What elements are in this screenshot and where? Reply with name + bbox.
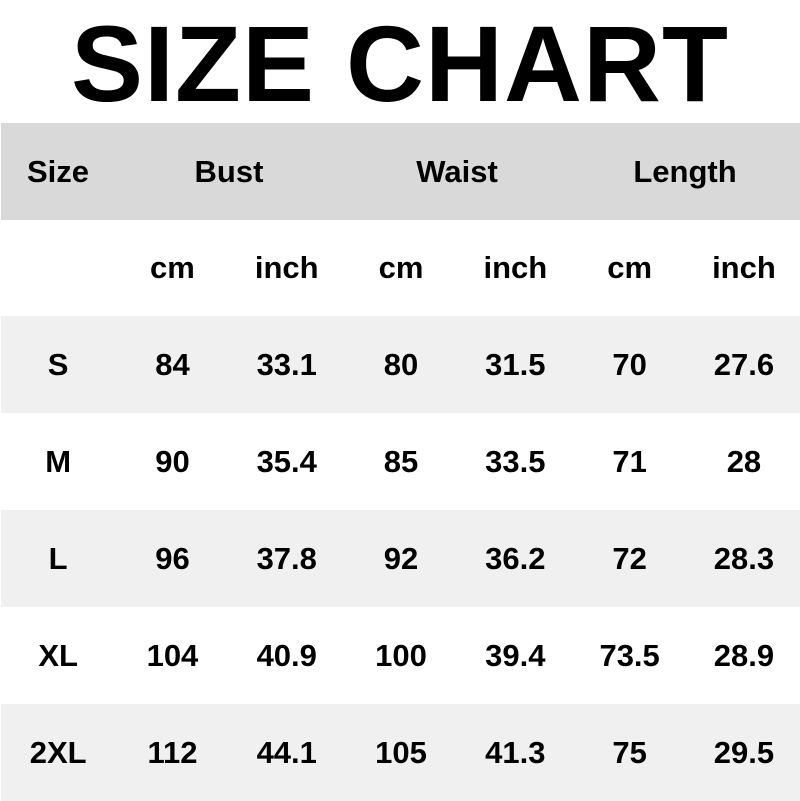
- size-cell: M: [45, 443, 72, 479]
- waist-cm-cell: 85: [383, 443, 419, 479]
- length-inch-cell: 28.9: [713, 637, 775, 673]
- size-cell: L: [48, 540, 68, 576]
- bust-cm-cell: 104: [146, 637, 199, 673]
- header-waist: Waist: [416, 153, 498, 189]
- waist-inch-cell: 33.5: [485, 443, 546, 479]
- length-cm-cell: 75: [612, 734, 647, 770]
- table-row: L 96 37.8 92 36.2 72 28.3: [1, 510, 800, 607]
- length-inch-cell: 28: [726, 443, 762, 479]
- bust-inch-cell: 40.9: [256, 637, 317, 673]
- length-inch-cell: 27.6: [713, 346, 775, 382]
- length-inch-cell: 29.5: [713, 734, 775, 770]
- waist-cm-cell: 105: [375, 734, 427, 770]
- waist-inch-cell: 39.4: [485, 637, 546, 673]
- length-cm-cell: 71: [612, 443, 647, 479]
- waist-inch-cell: 41.3: [485, 734, 546, 770]
- page-title: SIZE CHART: [71, 3, 729, 124]
- unit-length-inch: inch: [712, 249, 776, 285]
- length-inch-cell: 28.3: [713, 540, 775, 576]
- waist-inch-cell: 36.2: [485, 540, 546, 576]
- bust-cm-cell: 112: [147, 734, 198, 770]
- table-row: 2XL 112 44.1 105 41.3 75 29.5: [1, 704, 800, 801]
- bust-inch-cell: 37.8: [256, 540, 317, 576]
- bust-cm-cell: 90: [155, 443, 190, 479]
- table-header-row: Size Bust Waist Length: [1, 123, 800, 220]
- unit-waist-inch: inch: [483, 249, 548, 285]
- length-cm-cell: 73.5: [599, 637, 660, 673]
- bust-inch-cell: 35.4: [256, 443, 317, 479]
- unit-length-cm: cm: [607, 249, 653, 285]
- table-row: S 84 33.1 80 31.5 70 27.6: [1, 316, 800, 413]
- unit-bust-cm: cm: [150, 249, 195, 285]
- header-size: Size: [26, 153, 90, 189]
- unit-bust-inch: inch: [254, 249, 319, 285]
- bust-cm-cell: 84: [155, 346, 190, 382]
- bust-cm-cell: 96: [155, 540, 190, 576]
- header-length: Length: [633, 153, 737, 189]
- bust-inch-cell: 33.1: [256, 346, 317, 382]
- unit-waist-cm: cm: [378, 249, 424, 285]
- waist-cm-cell: 80: [383, 346, 419, 382]
- size-cell: XL: [38, 637, 78, 673]
- size-cell: S: [47, 346, 69, 382]
- size-cell: 2XL: [29, 734, 87, 770]
- waist-cm-cell: 92: [383, 540, 419, 576]
- length-cm-cell: 72: [612, 540, 647, 576]
- header-bust: Bust: [194, 153, 264, 189]
- table-row: XL 104 40.9 100 39.4 73.5 28.9: [1, 607, 800, 704]
- length-cm-cell: 70: [612, 346, 647, 382]
- waist-cm-cell: 100: [375, 637, 427, 673]
- waist-inch-cell: 31.5: [485, 346, 546, 382]
- table-row: M 90 35.4 85 33.5 71 28: [1, 413, 800, 510]
- units-row: cm inch cm inch cm inch: [1, 219, 800, 316]
- bust-inch-cell: 44.1: [256, 734, 317, 770]
